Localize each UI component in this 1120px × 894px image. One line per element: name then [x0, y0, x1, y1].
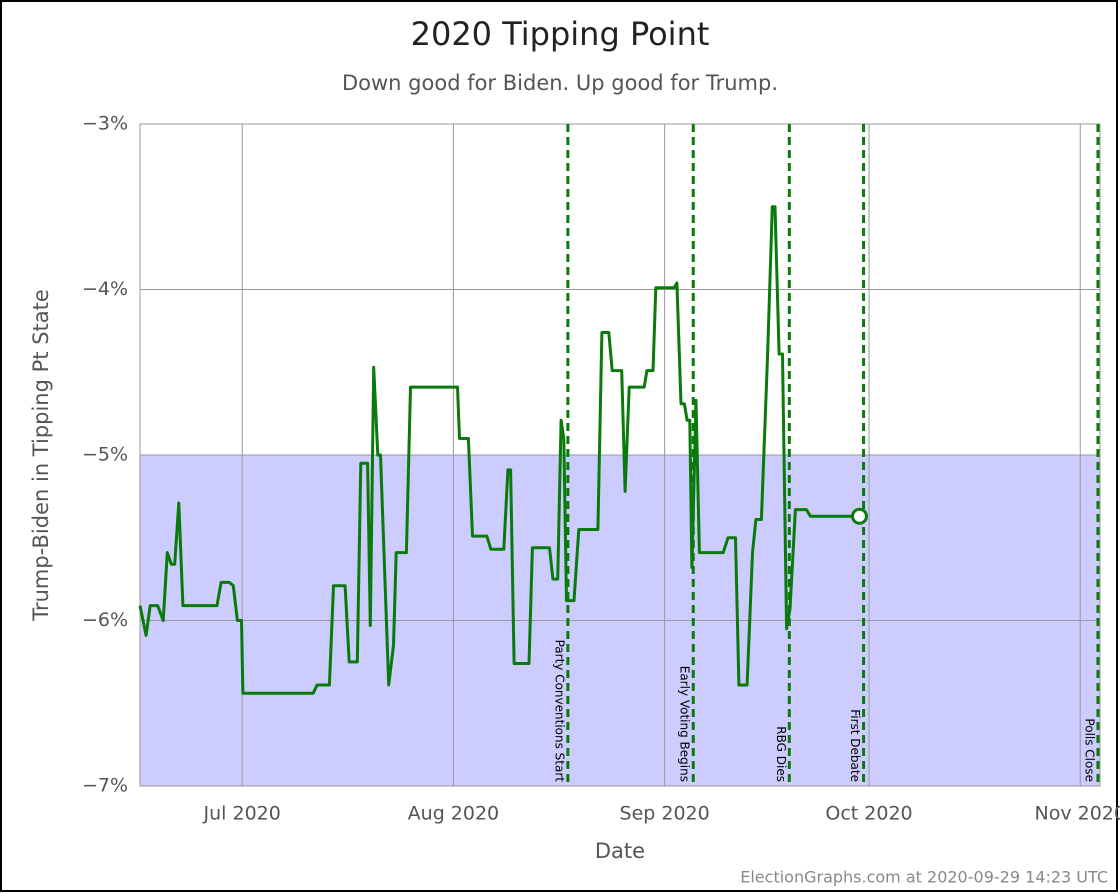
x-tick-label: Aug 2020 [408, 803, 500, 825]
x-axis-label: Date [595, 839, 645, 863]
y-axis-label: Trump-Biden in Tipping Pt State [29, 289, 53, 622]
data-line [138, 205, 860, 695]
x-tick-label: Sep 2020 [620, 803, 710, 825]
event-label: RBG Dies [774, 726, 788, 782]
chart-title: 2020 Tipping Point [411, 15, 710, 53]
x-tick-label: Oct 2020 [825, 803, 912, 825]
plot-border [139, 123, 1101, 787]
footer: ElectionGraphs.com at 2020-09-29 14:23 U… [740, 868, 1108, 887]
y-tick-label: −7% [82, 775, 128, 797]
y-tick-label: −3% [82, 113, 128, 135]
last-point [850, 507, 868, 525]
y-tick-label: −6% [82, 609, 128, 631]
event-label: Early Voting Begins [678, 666, 692, 782]
event-label: First Debate [848, 709, 862, 782]
event-label: Party Conventions Start [552, 640, 566, 783]
x-tick-label: Nov 2020 [1034, 803, 1120, 825]
event-label: Polls Close [1082, 718, 1096, 782]
y-tick-label: −4% [82, 278, 128, 300]
y-tick-label: −5% [82, 444, 128, 466]
chart-subtitle: Down good for Biden. Up good for Trump. [342, 71, 778, 95]
x-tick-label: Jul 2020 [203, 803, 281, 825]
